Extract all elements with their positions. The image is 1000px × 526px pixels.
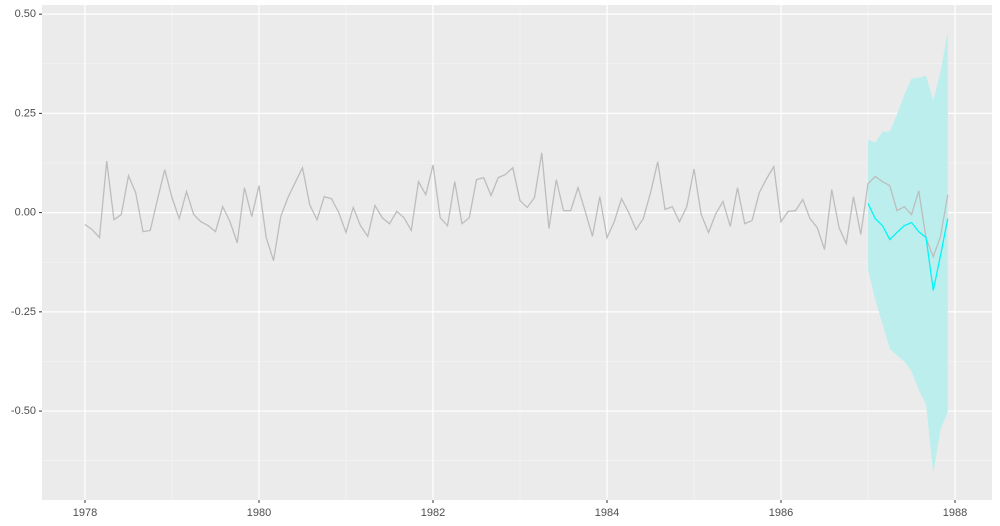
- confidence-band: [868, 31, 948, 474]
- x-tick-label: 1984: [595, 507, 619, 519]
- series-line: [867, 203, 949, 291]
- series-line: [84, 152, 949, 261]
- y-tick-label: -0.25: [11, 306, 36, 318]
- x-tick-label: 1980: [247, 507, 271, 519]
- y-tick-label: 0.25: [15, 107, 36, 119]
- plot-panel: [42, 5, 992, 500]
- x-tick-label: 1978: [73, 507, 97, 519]
- y-tick-label: -0.50: [11, 405, 36, 417]
- x-tick-label: 1982: [421, 507, 445, 519]
- y-tick-label: 0.50: [15, 8, 36, 20]
- x-tick-label: 1988: [943, 507, 967, 519]
- y-tick-label: 0.00: [15, 207, 36, 219]
- x-tick-label: 1986: [769, 507, 793, 519]
